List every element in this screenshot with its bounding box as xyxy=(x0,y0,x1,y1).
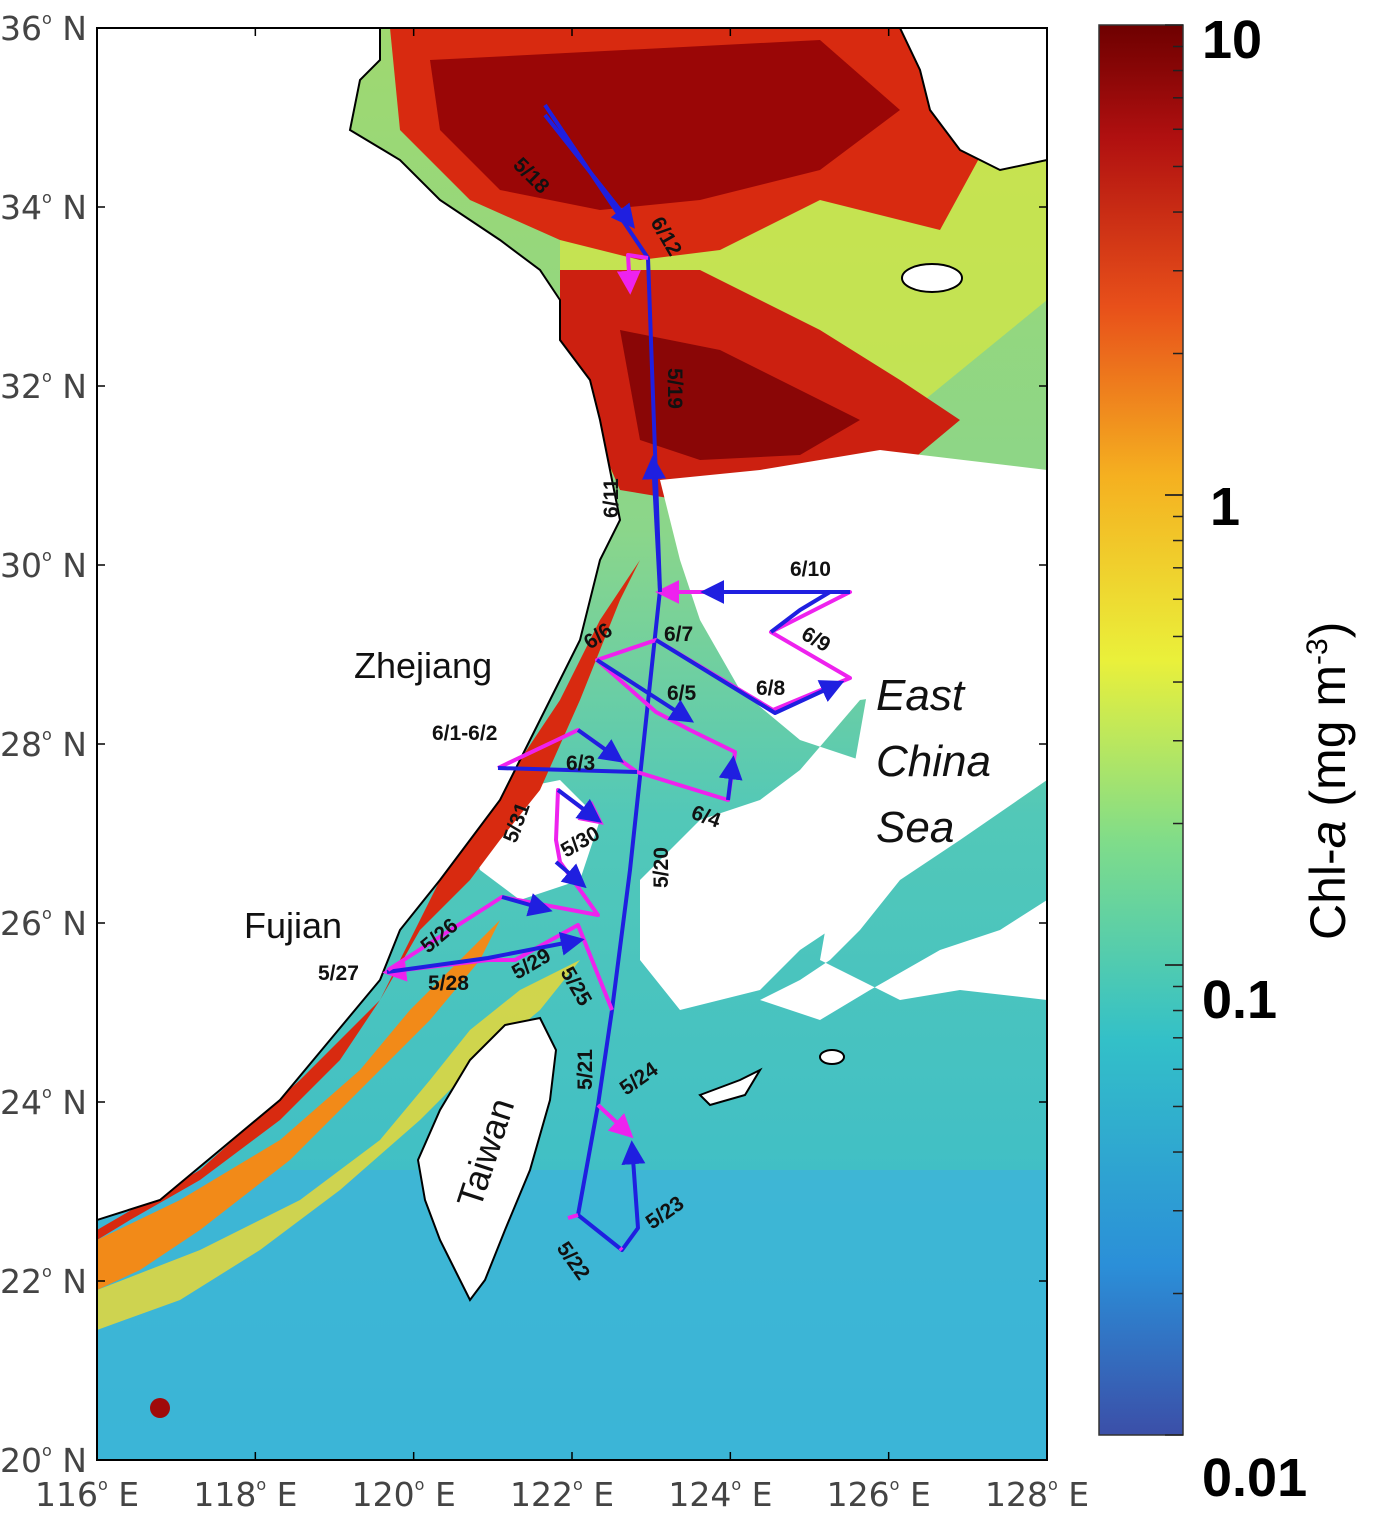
return-track-segment xyxy=(618,1246,624,1252)
date-label: 6/10 xyxy=(790,558,831,581)
colorbar: 10 1 0.1 0.01 Chl-a (mg m-3) xyxy=(1098,10,1356,1508)
outbound-track-segment xyxy=(718,755,743,801)
lon-tick-label: 118o E xyxy=(193,1475,297,1514)
date-label: 5/21 xyxy=(574,1049,597,1090)
colorbar-tick-1: 1 xyxy=(1210,477,1240,537)
return-track-segment xyxy=(616,253,649,295)
lat-tick-label: 32o N xyxy=(0,367,87,406)
colorbar-tick-max: 10 xyxy=(1202,10,1262,70)
date-label: 6/8 xyxy=(756,677,786,700)
sea-south xyxy=(97,1170,1047,1460)
outbound-track-segment xyxy=(654,638,845,715)
land-china xyxy=(97,28,622,1222)
lat-tick-label: 28o N xyxy=(0,725,87,764)
return-track-segment xyxy=(596,1103,634,1139)
region-label-zhejiang: Zhejiang xyxy=(354,645,492,686)
land-jeju xyxy=(901,263,963,293)
date-label: 5/27 xyxy=(318,962,359,985)
land-taiwan xyxy=(416,1016,558,1302)
lon-tick-label: 124o E xyxy=(668,1475,772,1514)
date-label: 5/19 xyxy=(663,368,686,409)
latitude-axis: 36o N 34o N 32o N 30o N 28o N 26o N 24o N 22o N… xyxy=(0,9,1047,1480)
land-island xyxy=(819,1049,845,1065)
lat-tick-label: 24o N xyxy=(0,1083,87,1122)
lat-tick-label: 22o N xyxy=(0,1262,87,1301)
colorbar-label: Chl-a (mg m-3) xyxy=(1300,622,1356,940)
cloud-patch-east xyxy=(760,610,1047,1020)
outbound-track-segment xyxy=(497,766,638,774)
date-label: 6/5 xyxy=(667,682,697,705)
cruise-track xyxy=(382,103,852,1252)
lat-tick-label: 34o N xyxy=(0,188,87,227)
date-label: 6/1-6/2 xyxy=(432,722,497,745)
land-korea xyxy=(898,28,1047,172)
lon-tick-label: 122o E xyxy=(510,1475,614,1514)
chl-coastal-band xyxy=(97,920,500,1290)
outbound-track-segment xyxy=(501,893,553,917)
outbound-track-segment xyxy=(554,860,587,889)
longitude-axis: 116o E 118o E 120o E 122o E 124o E 126o E 128o… xyxy=(35,28,1089,1514)
lat-tick-label: 20o N xyxy=(0,1441,87,1480)
region-label-fujian: Fujian xyxy=(244,905,342,946)
chl-very-high-north xyxy=(430,40,900,210)
date-label: 5/20 xyxy=(650,847,673,888)
outbound-track-segment xyxy=(543,113,635,229)
date-label: 6/11 xyxy=(600,478,623,518)
sea-label-line2: China xyxy=(876,737,991,786)
date-label: 5/28 xyxy=(428,972,469,995)
chl-hotspot xyxy=(150,1398,170,1418)
return-track-segment xyxy=(567,1213,579,1220)
lat-tick-label: 36o N xyxy=(0,9,87,48)
sea-label-line1: East xyxy=(876,671,966,720)
outbound-track-segment xyxy=(576,728,624,763)
date-label: 6/7 xyxy=(664,623,693,646)
outbound-track-segment xyxy=(642,455,666,593)
colorbar-gradient xyxy=(1098,24,1184,1436)
lon-tick-label: 120o E xyxy=(352,1475,456,1514)
lon-tick-label: 126o E xyxy=(827,1475,931,1514)
outbound-track-segment xyxy=(543,103,662,1252)
land-ryukyu xyxy=(698,1067,763,1107)
lon-tick-label: 128o E xyxy=(985,1475,1089,1514)
date-label: 6/3 xyxy=(566,752,595,775)
lat-tick-label: 30o N xyxy=(0,546,87,585)
sea-label-line3: Sea xyxy=(876,803,954,852)
colorbar-tick-01: 0.1 xyxy=(1202,970,1277,1030)
chl-very-high-mid xyxy=(620,330,860,460)
colorbar-tick-min: 0.01 xyxy=(1202,1448,1307,1508)
chl-coastal-yellow xyxy=(97,960,580,1330)
outbound-track-segment xyxy=(595,658,695,723)
lat-tick-label: 26o N xyxy=(0,904,87,943)
lon-tick-label: 116o E xyxy=(35,1475,139,1514)
outbound-track-segment xyxy=(556,788,602,823)
colorbar-minor-ticks xyxy=(1165,24,1183,1436)
outbound-track-segment xyxy=(769,590,832,634)
outbound-track-segment xyxy=(386,931,585,974)
return-track-segment xyxy=(497,580,852,802)
